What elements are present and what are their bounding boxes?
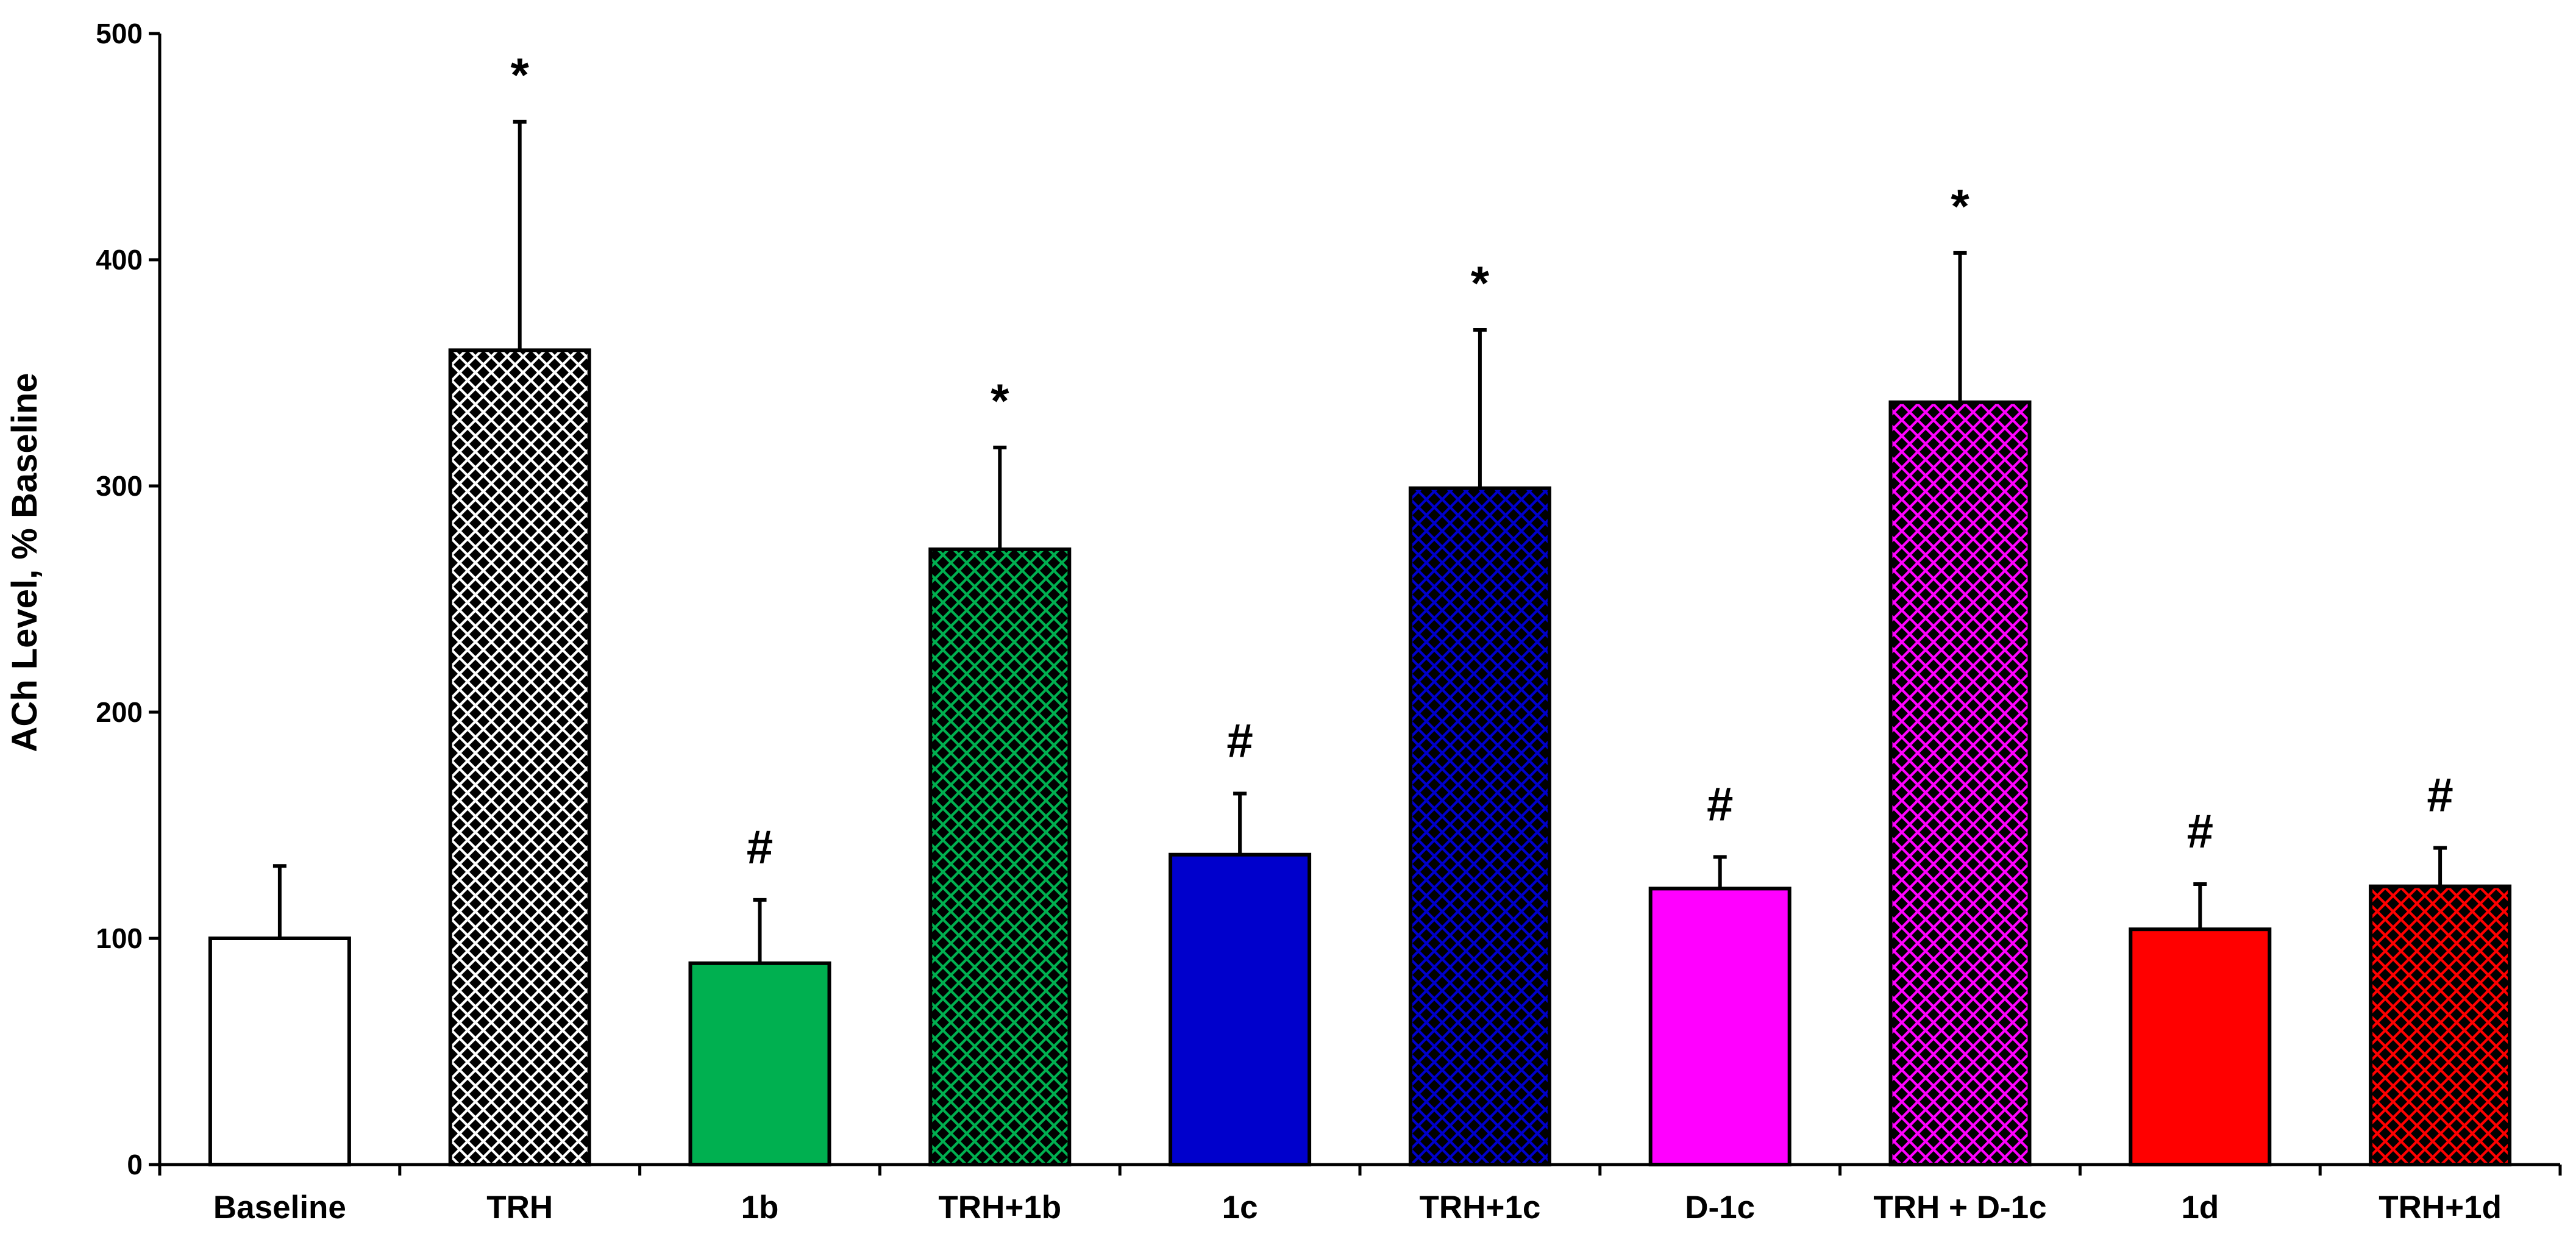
x-category-label: TRH+1b: [938, 1190, 1061, 1226]
x-axis-labels: Baseline TRH 1b TRH+1b 1c TRH+1c D-1c TRH + D-1…: [213, 1190, 2502, 1226]
y-tick-label: 100: [96, 923, 143, 954]
x-category-label: Baseline: [213, 1190, 346, 1226]
bars: [208, 348, 2512, 1167]
x-category-label: TRH: [486, 1190, 553, 1226]
significance-mark: *: [511, 48, 530, 102]
bar-1b: [688, 961, 831, 1167]
bar-trh+1b: [928, 547, 1072, 1166]
y-axis-title: ACh Level, % Baseline: [5, 373, 44, 752]
x-category-label: 1b: [741, 1190, 779, 1226]
y-tick-label: 500: [96, 18, 143, 49]
y-axis-ticks: 0 100 200 300 400 500: [96, 18, 2562, 1180]
bar-d-1c: [1648, 887, 1791, 1166]
x-category-label: TRH + D-1c: [1873, 1190, 2046, 1226]
significance-mark: *: [1951, 179, 1969, 233]
x-category-label: D-1c: [1685, 1190, 1755, 1226]
y-tick-label: 300: [96, 470, 143, 502]
significance-marks: * # * # * # * # #: [511, 48, 2453, 874]
significance-mark: #: [1707, 777, 1733, 830]
y-tick-label: 400: [96, 244, 143, 276]
x-category-label: 1d: [2181, 1190, 2219, 1226]
bar-1c: [1169, 852, 1312, 1166]
significance-mark: #: [1226, 714, 1253, 768]
significance-mark: #: [2187, 804, 2213, 858]
error-bars: [272, 120, 2447, 963]
bar-trh+1d: [2369, 884, 2512, 1167]
significance-mark: *: [991, 374, 1009, 427]
y-tick-label: 200: [96, 696, 143, 728]
bar-baseline: [208, 937, 351, 1166]
bar-1d: [2129, 927, 2272, 1167]
x-category-label: TRH+1c: [1419, 1190, 1540, 1226]
x-category-label: TRH+1d: [2379, 1190, 2502, 1226]
significance-mark: #: [747, 820, 773, 874]
bar-trh+1c: [1408, 486, 1551, 1167]
bar-trh: [448, 348, 591, 1166]
significance-mark: *: [1471, 256, 1490, 310]
x-category-label: 1c: [1222, 1190, 1258, 1226]
y-tick-label: 0: [127, 1149, 143, 1180]
significance-mark: #: [2427, 768, 2453, 822]
bar-trh+d-1c: [1888, 400, 2032, 1166]
